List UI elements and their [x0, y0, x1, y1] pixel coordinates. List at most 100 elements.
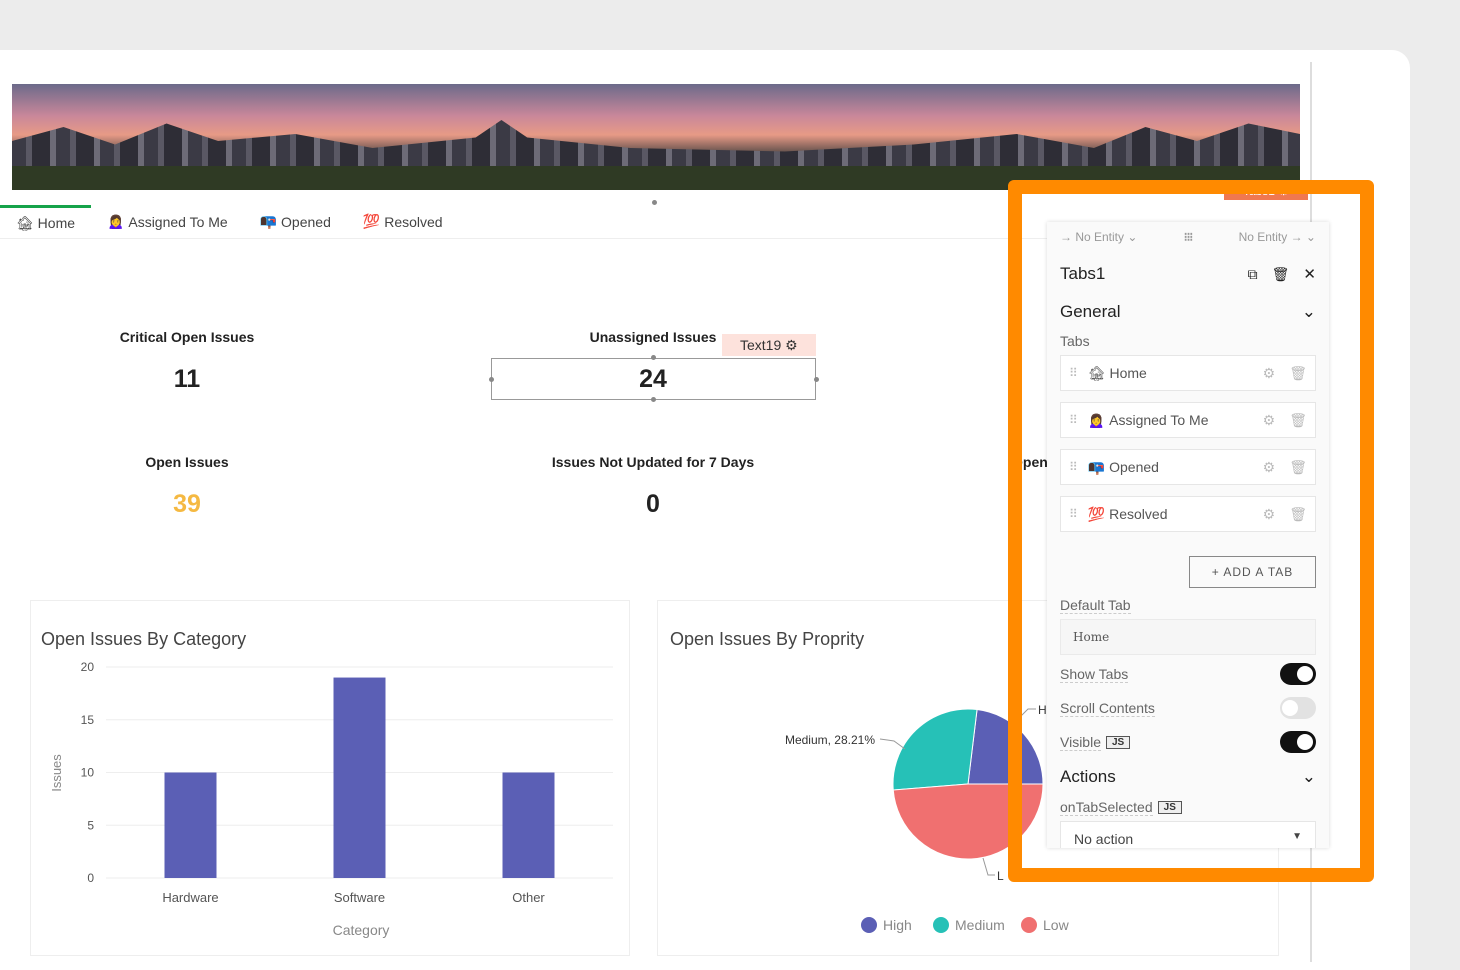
critical-label: Critical Open Issues	[37, 329, 337, 345]
scroll-contents-toggle[interactable]	[1280, 697, 1316, 719]
scroll-contents-label: Scroll Contents	[1060, 700, 1155, 717]
js-toggle-button[interactable]: JS	[1106, 736, 1130, 749]
y-tick-label: 5	[87, 818, 94, 832]
unassigned-value: 24	[503, 365, 803, 394]
on-tab-selected-label: onTabSelected	[1060, 799, 1153, 816]
drag-handle-icon[interactable]: ⠿	[1069, 413, 1078, 427]
trash-icon[interactable]: 🗑	[1289, 459, 1307, 476]
show-tabs-label: Show Tabs	[1060, 666, 1128, 683]
x-tick-label: Software	[334, 890, 385, 905]
legend-label-low[interactable]: Low	[1043, 917, 1070, 933]
tab-list-item[interactable]: ⠿ 🏚 Home ⚙ 🗑	[1060, 355, 1316, 391]
mailbox-icon: 📭	[1088, 459, 1105, 476]
resize-handle[interactable]	[489, 377, 494, 382]
item-label: Home	[1109, 365, 1146, 381]
settings-icon[interactable]: ⚙	[1263, 459, 1276, 476]
actions-section-title: Actions	[1060, 767, 1116, 787]
y-tick-label: 0	[87, 871, 94, 885]
drag-grid-icon[interactable]: ⁝⁝⁝	[1184, 230, 1192, 244]
tab-label: Opened	[281, 214, 331, 230]
open-label: Open Issues	[37, 454, 337, 470]
legend-marker	[1021, 917, 1037, 933]
general-section-title: General	[1060, 302, 1120, 322]
mailbox-icon: 📭	[260, 213, 277, 230]
bar-other[interactable]	[503, 773, 555, 879]
legend-label-high[interactable]: High	[883, 917, 912, 933]
trash-icon[interactable]: 🗑	[1289, 506, 1307, 523]
default-tab-label: Default Tab	[1060, 597, 1131, 614]
show-tabs-toggle[interactable]	[1280, 663, 1316, 685]
caret-down-icon: ▼	[1292, 831, 1302, 847]
hundred-icon: 💯	[363, 213, 380, 230]
tab-label: Assigned To Me	[128, 214, 227, 230]
visible-toggle[interactable]	[1280, 731, 1316, 753]
banner-image[interactable]	[12, 84, 1300, 190]
tab-home[interactable]: 🏚 Home	[0, 205, 91, 238]
y-tick-label: 15	[81, 713, 95, 727]
x-tick-label: Other	[512, 890, 545, 905]
stale-label: Issues Not Updated for 7 Days	[503, 454, 803, 470]
chevron-down-icon[interactable]: ⌄	[1302, 767, 1316, 787]
item-label: Resolved	[1109, 506, 1167, 522]
drag-handle-icon[interactable]: ⠿	[1069, 366, 1078, 380]
tab-assigned[interactable]: 🙍‍♀️ Assigned To Me	[91, 205, 244, 238]
pie-slice-medium[interactable]	[893, 709, 977, 790]
slice-label-medium: Medium, 28.21%	[785, 733, 875, 747]
visible-label: Visible	[1060, 734, 1101, 751]
property-pane: → No Entity ⌄ ⁝⁝⁝ No Entity → ⌄ Tabs1 ⧉ …	[1047, 222, 1329, 848]
trash-icon[interactable]: 🗑	[1289, 412, 1307, 429]
item-label: Opened	[1109, 459, 1159, 475]
leader-line	[880, 739, 905, 749]
trash-icon[interactable]: 🗑	[1289, 365, 1307, 382]
action-value: No action	[1074, 831, 1133, 847]
entity-left-dropdown[interactable]: → No Entity ⌄	[1060, 230, 1137, 244]
open-value: 39	[37, 490, 337, 519]
legend-marker	[933, 917, 949, 933]
resize-handle[interactable]	[651, 355, 656, 360]
bar-chart-panel: Open Issues By Category 05101520Hardware…	[30, 600, 630, 956]
legend-label-medium[interactable]: Medium	[955, 917, 1005, 933]
leader-line	[983, 858, 995, 875]
default-tab-input[interactable]: Home	[1060, 619, 1316, 655]
drag-handle-icon[interactable]: ⠿	[1069, 507, 1078, 521]
person-icon: 🙍‍♀️	[107, 213, 124, 230]
item-label: Assigned To Me	[1109, 412, 1208, 428]
widget-title[interactable]: Tabs1	[1060, 264, 1105, 284]
entity-right-dropdown[interactable]: No Entity → ⌄	[1239, 230, 1316, 244]
tabs-label: Tabs	[1060, 333, 1090, 349]
y-tick-label: 10	[81, 766, 95, 780]
tab-label: Resolved	[384, 214, 442, 230]
add-tab-button[interactable]: + ADD A TAB	[1189, 556, 1316, 588]
legend-marker	[861, 917, 877, 933]
tab-opened[interactable]: 📭 Opened	[244, 205, 347, 238]
chevron-down-icon[interactable]: ⌄	[1302, 302, 1316, 322]
tab-list-item[interactable]: ⠿ 💯 Resolved ⚙ 🗑	[1060, 496, 1316, 532]
trash-icon[interactable]: 🗑	[1272, 266, 1290, 283]
tab-label: Home	[38, 215, 75, 231]
js-toggle-button[interactable]: JS	[1158, 801, 1182, 814]
y-axis-label: Issues	[49, 754, 64, 792]
tab-list-item[interactable]: ⠿ 🙍‍♀️ Assigned To Me ⚙ 🗑	[1060, 402, 1316, 438]
action-dropdown[interactable]: No action ▼	[1060, 821, 1316, 848]
tab-list-item[interactable]: ⠿ 📭 Opened ⚙ 🗑	[1060, 449, 1316, 485]
resize-handle[interactable]	[651, 397, 656, 402]
tab-resolved[interactable]: 💯 Resolved	[347, 205, 459, 238]
settings-icon[interactable]: ⚙	[1263, 506, 1276, 523]
hundred-icon: 💯	[1088, 506, 1105, 523]
resize-handle[interactable]	[814, 377, 819, 382]
bar-software[interactable]	[334, 678, 386, 878]
slice-label-low: L	[997, 869, 1004, 883]
x-axis-label: Category	[333, 922, 390, 938]
home-icon: 🏚	[1088, 365, 1106, 382]
home-icon: 🏚	[16, 215, 34, 232]
stale-value: 0	[503, 490, 803, 519]
copy-icon[interactable]: ⧉	[1248, 266, 1258, 283]
widget-name-tag[interactable]: Text19 ⚙	[722, 334, 816, 356]
bar-chart: 05101520HardwareSoftwareOtherCategoryIss…	[31, 601, 631, 957]
settings-icon[interactable]: ⚙	[1263, 365, 1276, 382]
close-icon[interactable]: ✕	[1303, 265, 1316, 283]
person-icon: 🙍‍♀️	[1088, 412, 1105, 429]
bar-hardware[interactable]	[165, 773, 217, 879]
settings-icon[interactable]: ⚙	[1263, 412, 1276, 429]
drag-handle-icon[interactable]: ⠿	[1069, 460, 1078, 474]
